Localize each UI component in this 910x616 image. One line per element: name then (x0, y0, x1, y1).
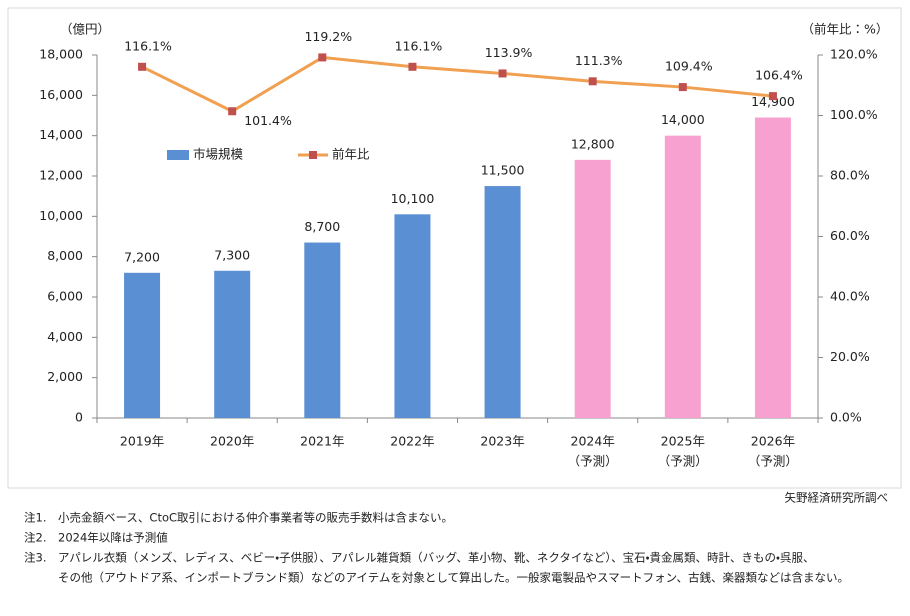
legend-label: 前年比 (332, 147, 370, 162)
y-tick-label: 6,000 (47, 289, 83, 304)
note-label: 注1. (24, 511, 46, 525)
line-marker (228, 107, 237, 116)
bar (664, 135, 701, 418)
y-tick-label: 12,000 (39, 168, 83, 183)
line-value-label: 119.2% (304, 29, 352, 44)
x-tick-label: 2019年 (120, 434, 164, 449)
line-marker (678, 83, 687, 92)
legend-label: 市場規模 (193, 147, 244, 162)
line-marker (318, 53, 327, 62)
x-tick-label: （予測） (568, 454, 618, 469)
x-tick-label: （予測） (658, 454, 708, 469)
x-tick-label: （予測） (748, 454, 798, 469)
source: 矢野経済研究所調べ (785, 491, 889, 505)
y-tick-label: 0 (75, 410, 83, 425)
bar-value-label: 8,700 (304, 219, 340, 234)
line-value-label: 116.1% (395, 38, 443, 53)
bar-value-label: 11,500 (481, 163, 525, 178)
y2-tick-label: 100.0% (830, 107, 878, 122)
line-value-label: 113.9% (485, 45, 533, 60)
line-marker (138, 62, 147, 71)
line-marker (408, 62, 417, 71)
y2-tick-label: 40.0% (830, 289, 870, 304)
bar (214, 270, 251, 418)
bar-value-label: 14,900 (751, 94, 795, 109)
bar-value-label: 7,200 (124, 249, 160, 264)
y-tick-label: 14,000 (39, 127, 83, 142)
note-label: 注2. (24, 531, 46, 545)
bar (304, 242, 341, 418)
y-tick-label: 18,000 (39, 47, 83, 62)
line-value-label: 106.4% (755, 68, 803, 83)
line-value-label: 109.4% (665, 59, 713, 74)
y-tick-label: 4,000 (47, 329, 83, 344)
y-tick-label: 10,000 (39, 208, 83, 223)
x-tick-label: 2021年 (300, 434, 344, 449)
bar-value-label: 10,100 (391, 191, 435, 206)
y2-tick-label: 120.0% (830, 47, 878, 62)
legend-swatch (167, 150, 189, 160)
bar (754, 117, 791, 419)
y-axis-label: （億円） (60, 22, 110, 37)
y-tick-label: 8,000 (47, 248, 83, 263)
x-tick-label: 2022年 (390, 434, 434, 449)
x-tick-label: 2026年 (751, 434, 795, 449)
bar (394, 214, 431, 418)
note-text: 2024年以降は予測値 (58, 531, 168, 545)
x-tick-label: 2023年 (480, 434, 524, 449)
legend-marker (309, 151, 317, 159)
bar-value-label: 12,800 (571, 136, 615, 151)
y-tick-label: 2,000 (47, 369, 83, 384)
x-tick-label: 2025年 (661, 434, 705, 449)
note-text: その他（アウトドア系、インポートブランド類）などのアイテムを対象として算出した。… (58, 571, 849, 585)
y2-tick-label: 20.0% (830, 349, 870, 364)
line-value-label: 116.1% (124, 38, 172, 53)
bar (484, 186, 521, 418)
line-marker (498, 69, 507, 78)
line-value-label: 101.4% (244, 113, 292, 128)
note-label: 注3. (24, 551, 46, 565)
y2-tick-label: 80.0% (830, 168, 870, 183)
line-marker (768, 92, 777, 101)
bar (124, 272, 161, 418)
note-text: アパレル衣類（メンズ、レディス、ベビー・子供服）、アパレル雑貨類（バッグ、革小物… (58, 551, 814, 565)
y2-tick-label: 0.0% (830, 410, 862, 425)
bar (574, 159, 611, 418)
chart-frame (7, 7, 902, 489)
line-marker (588, 77, 597, 86)
x-tick-label: 2020年 (210, 434, 254, 449)
bar-value-label: 14,000 (661, 112, 705, 127)
y2-tick-label: 60.0% (830, 228, 870, 243)
x-tick-label: 2024年 (571, 434, 615, 449)
y2-axis-label: （前年比：%） (802, 22, 889, 37)
bar-value-label: 7,300 (214, 247, 250, 262)
y-tick-label: 16,000 (39, 87, 83, 102)
line (141, 55, 774, 113)
note-text: 小売金額ベース、CtoC取引における仲介事業者等の販売手数料は含まない。 (58, 511, 453, 525)
line-value-label: 111.3% (575, 53, 623, 68)
